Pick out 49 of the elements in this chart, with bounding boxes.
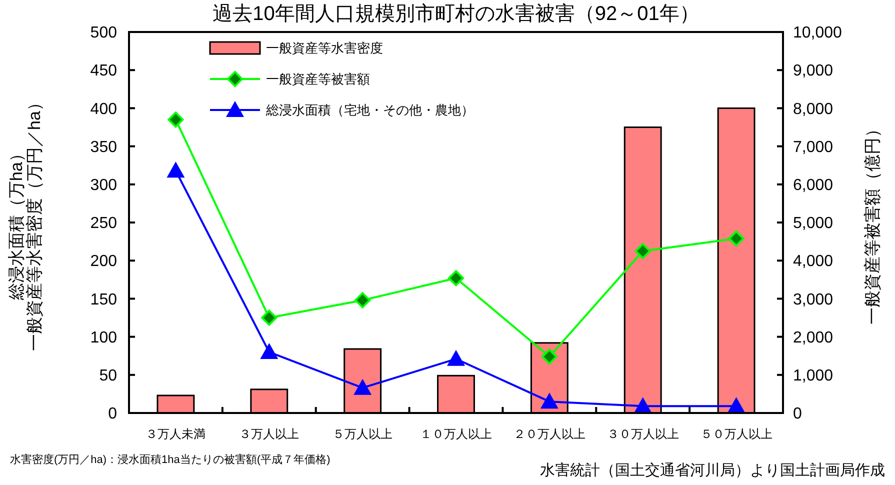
y2-tick-label: 6,000 [793,177,834,194]
x-tick-label: ３０万人以上 [606,427,679,441]
x-tick-label: ３万人以上 [239,427,300,441]
text: 一般資産等水害密度（万円／ha） [25,94,44,351]
x-tick-label: ３万人未満 [146,427,206,441]
x-tick-label: ５万人以上 [332,427,393,441]
text: 水害統計（国土交通省河川局）より国土計画局作成 [540,462,885,479]
y2-tick-label: 0 [793,406,802,423]
y2-tick-label: 7,000 [793,138,834,156]
y-tick-label: 450 [90,62,118,80]
point [728,230,744,246]
x-tick-label: ２０万人以上 [513,427,586,441]
point [260,343,278,360]
y-tick-label: 500 [90,24,118,42]
point [448,270,464,286]
point [354,292,371,308]
y-tick-label: 150 [90,291,118,308]
y-tick-label: 400 [90,100,118,118]
point [166,162,185,178]
point [447,350,465,366]
x-tick-label: ５０万人以上 [700,427,772,441]
y2-tick-label: 2,000 [793,329,834,346]
y2-tick-label: 4,000 [793,253,834,270]
chart-title: 過去10年間人口規模別市町村の水害被害（92～01年） [212,2,700,25]
point [634,243,651,260]
y-tick-label: 100 [90,329,118,346]
y-tick-label: 200 [90,253,118,270]
y-tick-label: 50 [99,368,118,384]
point [540,392,558,409]
y-tick-label: 350 [90,138,118,156]
y-tick-label: 300 [90,177,118,194]
x-tick-label: １０万人以上 [420,427,492,441]
y2-tick-label: 9,000 [793,62,834,80]
y2-tick-label: 5,000 [793,215,834,232]
y2-tick-label: 8,000 [793,100,834,118]
text: 水害密度(万円／ha)：浸水面積1ha当たりの被害額(平成７年価格) [10,453,330,466]
y2-axis-title: 一般資産等被害額（億円） [863,120,882,324]
legend-label: 総浸水面積（宅地・その他・農地） [265,102,474,118]
y2-tick-label: 10,000 [793,24,842,42]
point [541,348,558,365]
text: 総浸水面積（万ha） [7,145,26,300]
y-tick-label: 250 [90,215,118,232]
legend-label: 一般資産等被害額 [266,72,370,87]
y2-tick-label: 1,000 [793,368,834,384]
point [168,112,184,128]
legend-label: 一般資産等水害密度 [266,40,383,56]
point [261,310,278,326]
y2-tick-label: 3,000 [793,291,834,308]
y-tick-label: 0 [108,406,118,423]
